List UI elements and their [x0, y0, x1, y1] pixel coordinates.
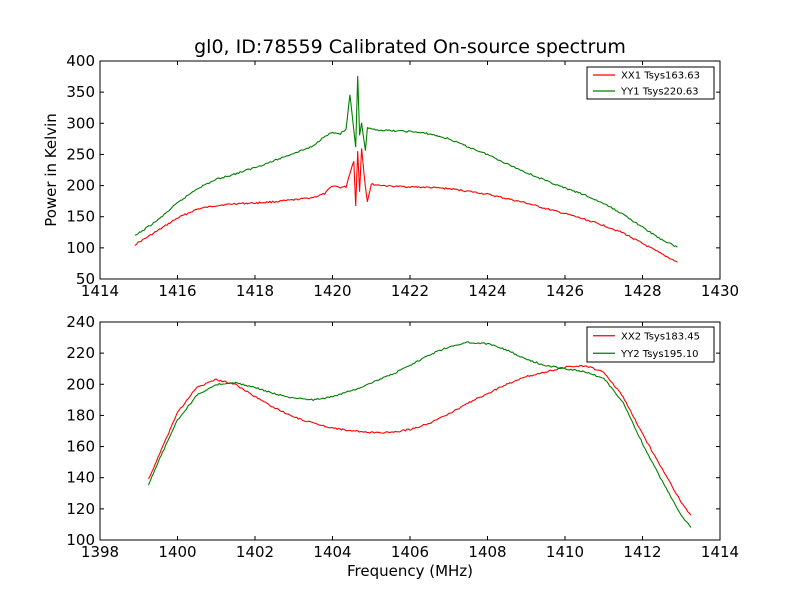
- x-tick-label: 1430: [701, 282, 739, 300]
- x-axis-label: Frequency (MHz): [347, 562, 473, 580]
- legend-entry: XX2 Tsys183.45: [621, 331, 700, 342]
- legend: XX2 Tsys183.45 YY2 Tsys195.10: [586, 326, 715, 363]
- x-tick-label: 1400: [158, 543, 196, 561]
- x-tick-label: 1420: [313, 282, 351, 300]
- x-tick-label: 1402: [236, 543, 274, 561]
- y-tick-label: 400: [66, 52, 95, 70]
- series-line-2: [134, 75, 678, 248]
- x-tick-label: 1410: [546, 543, 584, 561]
- legend-entry: YY2 Tsys195.10: [620, 349, 699, 360]
- y-tick-label: 200: [66, 177, 95, 195]
- x-tick-label: 1398: [81, 543, 119, 561]
- x-tick-label: 1424: [468, 282, 506, 300]
- x-tick-label: 1414: [701, 543, 739, 561]
- x-tick-label: 1426: [546, 282, 584, 300]
- legend-box: [586, 66, 715, 100]
- x-tick-label: 1414: [81, 282, 119, 300]
- y-tick-label: 140: [66, 469, 95, 487]
- x-tick-label: 1422: [391, 282, 429, 300]
- y-tick-label: 250: [66, 145, 95, 163]
- y-axis-label: Power in Kelvin: [42, 113, 60, 227]
- legend-entry: XX1 Tsys163.63: [621, 71, 700, 82]
- y-tick-label: 240: [66, 313, 95, 331]
- x-tick-label: 1408: [468, 543, 506, 561]
- bottom-spectrum-plot: 1398 1400 1402 1404 1406 1408 1410 1412 1414 100 1…: [66, 313, 739, 580]
- y-tick-label: 120: [66, 500, 95, 518]
- y-tick-label: 100: [66, 531, 95, 549]
- y-tick-label: 160: [66, 438, 95, 456]
- y-tick-label: 200: [66, 375, 95, 393]
- figure-title: gl0, ID:78559 Calibrated On-source spect…: [194, 36, 626, 58]
- series-line-1: [134, 148, 678, 263]
- x-tick-label: 1416: [158, 282, 196, 300]
- y-tick-label: 150: [66, 208, 95, 226]
- series-line-1: [147, 364, 692, 516]
- x-tick-label: 1428: [623, 282, 661, 300]
- x-tick-label: 1406: [391, 543, 429, 561]
- y-tick-label: 350: [66, 83, 95, 101]
- legend-box: [586, 326, 715, 363]
- legend-entry: YY1 Tsys220.63: [620, 87, 699, 98]
- legend: XX1 Tsys163.63 YY1 Tsys220.63: [586, 66, 715, 100]
- y-tick-label: 100: [66, 239, 95, 257]
- y-tick-label: 220: [66, 344, 95, 362]
- x-tick-label: 1418: [236, 282, 274, 300]
- y-tick-label: 50: [76, 270, 95, 288]
- top-spectrum-plot: 1414 1416 1418 1420 1422 1424 1426 1428 1430 50 10…: [42, 52, 739, 300]
- x-tick-label: 1404: [313, 543, 351, 561]
- series-line-2: [147, 340, 692, 528]
- y-tick-label: 300: [66, 114, 95, 132]
- y-tick-label: 180: [66, 406, 95, 424]
- x-tick-label: 1412: [623, 543, 661, 561]
